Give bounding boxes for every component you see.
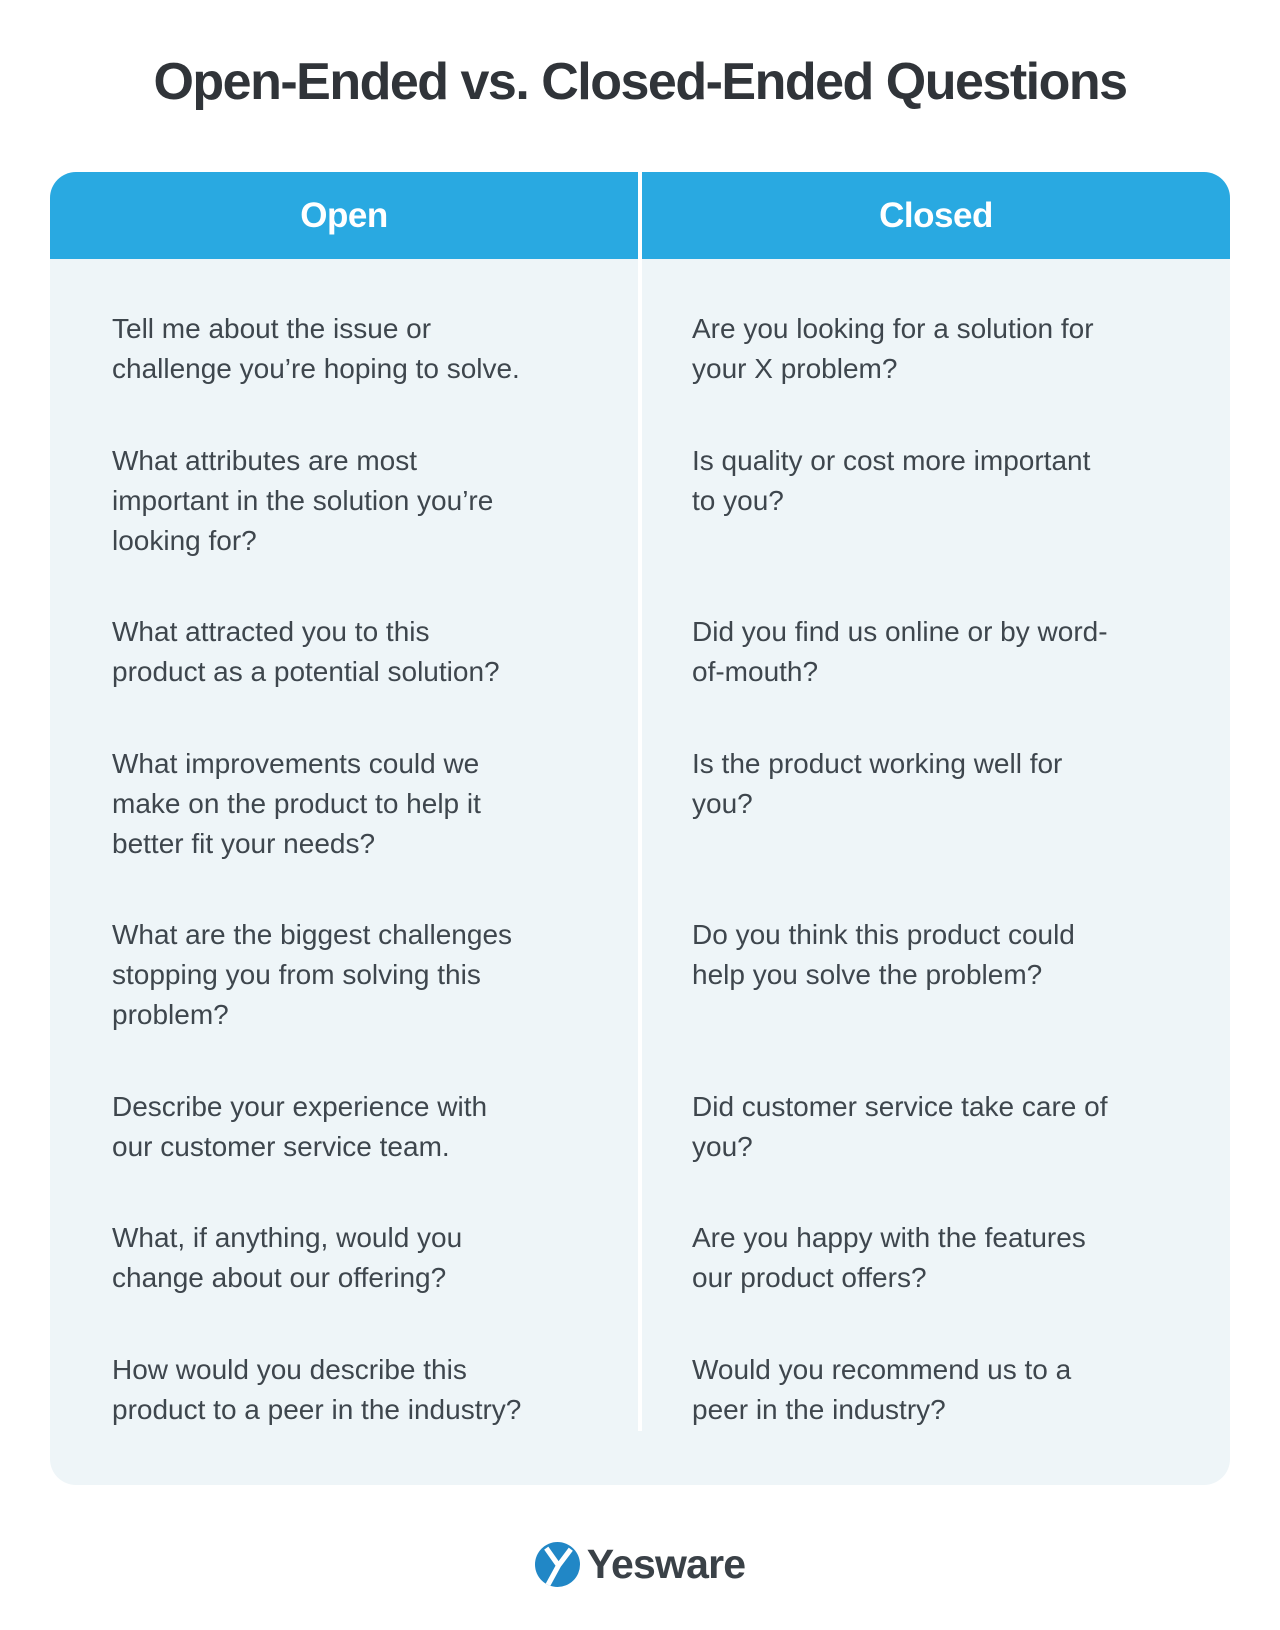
comparison-table: Open Closed Tell me about the issue or c… <box>50 172 1230 1485</box>
closed-question-8: Would you recommend us to a peer in the … <box>692 1353 1072 1425</box>
open-question-1: Tell me about the issue or challenge you… <box>112 313 520 384</box>
open-question-3: What attracted you to this product as a … <box>112 616 500 687</box>
closed-question-1: Are you looking for a solution for your … <box>692 313 1094 384</box>
open-question-7: What, if anything, would you change abou… <box>112 1222 463 1293</box>
closed-question-2: Is quality or cost more important to you… <box>692 444 1091 516</box>
closed-question-6: Did customer service take care of you? <box>692 1090 1108 1162</box>
open-question-8: How would you describe this product to a… <box>112 1353 522 1425</box>
open-question-6: Describe your experience with our custom… <box>112 1090 488 1162</box>
open-question-5: What are the biggest challenges stopping… <box>112 919 513 1030</box>
closed-question-7: Are you happy with the features our prod… <box>692 1222 1086 1293</box>
column-header-open: Open <box>50 172 638 259</box>
brand-logo: Yesware <box>0 1541 1280 1588</box>
closed-question-3: Did you find us online or by word- of-mo… <box>692 616 1108 687</box>
page-title: Open-Ended vs. Closed-Ended Questions <box>153 53 1128 111</box>
yesware-y-circle-icon <box>534 1542 580 1587</box>
closed-question-5: Do you think this product could help you… <box>692 919 1075 990</box>
brand-name: Yesware <box>586 1541 746 1587</box>
column-divider <box>638 172 642 1431</box>
column-header-open-label: Open <box>300 195 388 235</box>
column-header-closed-label: Closed <box>879 195 993 235</box>
closed-question-4: Is the product working well for you? <box>692 747 1063 819</box>
open-question-2: What attributes are most important in th… <box>112 444 494 556</box>
column-header-closed: Closed <box>642 172 1230 259</box>
open-question-4: What improvements could we make on the p… <box>112 747 481 859</box>
